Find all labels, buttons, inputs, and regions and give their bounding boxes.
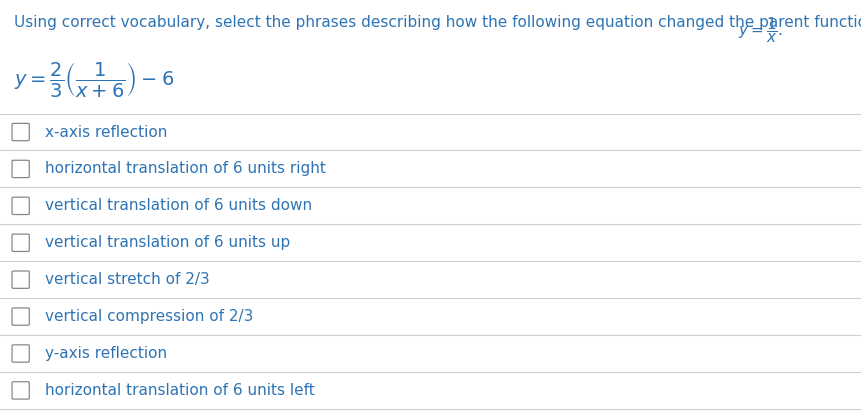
Text: Using correct vocabulary, select the phrases describing how the following equati: Using correct vocabulary, select the phr… xyxy=(14,15,861,30)
Text: vertical translation of 6 units up: vertical translation of 6 units up xyxy=(45,235,290,250)
Text: vertical compression of 2/3: vertical compression of 2/3 xyxy=(45,309,253,324)
Text: vertical translation of 6 units down: vertical translation of 6 units down xyxy=(45,198,312,214)
Text: y-axis reflection: y-axis reflection xyxy=(45,346,167,361)
Text: $y = \dfrac{1}{x}$.: $y = \dfrac{1}{x}$. xyxy=(738,15,783,45)
Text: vertical stretch of 2/3: vertical stretch of 2/3 xyxy=(45,272,209,287)
Text: x-axis reflection: x-axis reflection xyxy=(45,125,167,140)
Text: $y = \dfrac{2}{3}\left(\dfrac{1}{x+6}\right) - 6$: $y = \dfrac{2}{3}\left(\dfrac{1}{x+6}\ri… xyxy=(14,60,174,99)
Text: horizontal translation of 6 units right: horizontal translation of 6 units right xyxy=(45,161,325,176)
Text: horizontal translation of 6 units left: horizontal translation of 6 units left xyxy=(45,383,314,398)
